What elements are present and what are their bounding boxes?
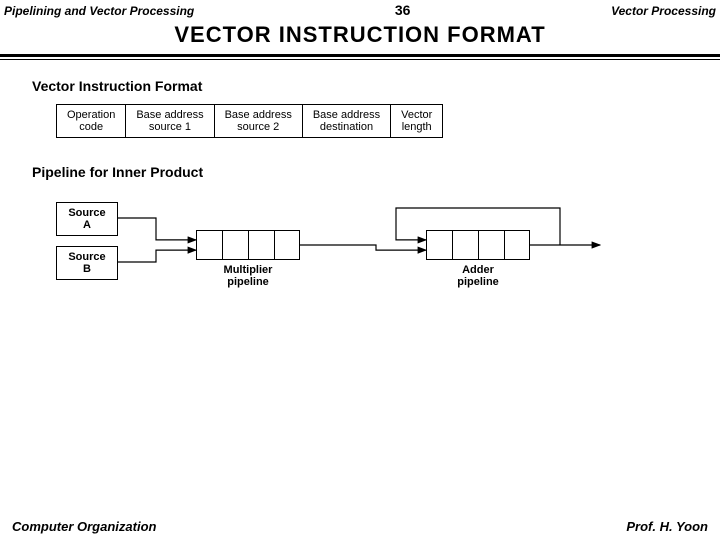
pipeline-stage [222, 230, 248, 260]
format-field: Base addresssource 2 [214, 105, 302, 138]
pipeline-wires [56, 194, 656, 314]
section1-label: Vector Instruction Format [32, 78, 720, 94]
format-field: Vectorlength [391, 105, 443, 138]
pipeline-stage [452, 230, 478, 260]
pipeline-stage [248, 230, 274, 260]
adder-register [426, 230, 530, 260]
pipeline-stage [274, 230, 300, 260]
multiplier-label: Multiplierpipeline [196, 264, 300, 288]
header-left: Pipelining and Vector Processing [4, 4, 194, 18]
adder-label: Adderpipeline [426, 264, 530, 288]
pipeline-stage [426, 230, 452, 260]
header-right: Vector Processing [611, 4, 716, 18]
divider-thin [0, 59, 720, 60]
page-number: 36 [395, 2, 411, 18]
section2-label: Pipeline for Inner Product [32, 164, 720, 180]
source-a-box: SourceA [56, 202, 118, 236]
footer-right: Prof. H. Yoon [626, 519, 708, 534]
pipeline-stage [478, 230, 504, 260]
format-table-wrap: OperationcodeBase addresssource 1Base ad… [56, 104, 720, 138]
page-title: VECTOR INSTRUCTION FORMAT [0, 18, 720, 54]
divider-thick [0, 54, 720, 57]
source-b-box: SourceB [56, 246, 118, 280]
pipeline-stage [504, 230, 530, 260]
format-table: OperationcodeBase addresssource 1Base ad… [56, 104, 443, 138]
format-field: Base addressdestination [302, 105, 390, 138]
format-field: Operationcode [57, 105, 126, 138]
footer-left: Computer Organization [12, 519, 156, 534]
multiplier-register [196, 230, 300, 260]
pipeline-diagram: SourceA SourceB Multiplierpipeline Adder… [56, 194, 656, 314]
pipeline-stage [196, 230, 222, 260]
format-field: Base addresssource 1 [126, 105, 214, 138]
